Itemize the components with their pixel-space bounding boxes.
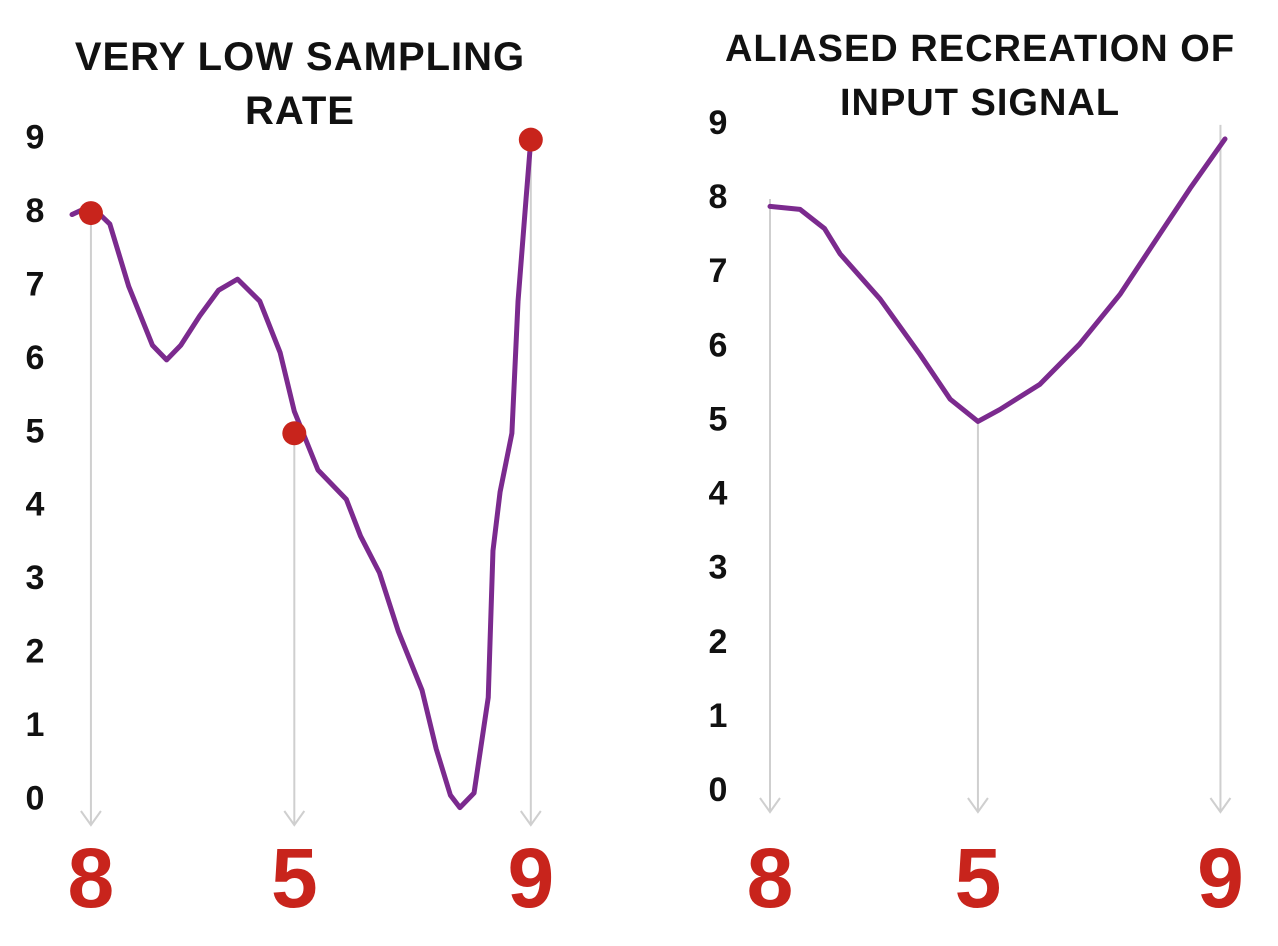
y-tick-label: 8 xyxy=(709,178,728,216)
y-tick-label: 6 xyxy=(709,326,728,364)
sample-point xyxy=(518,127,543,152)
y-tick-label: 0 xyxy=(26,779,45,817)
y-tick-label: 3 xyxy=(709,549,728,587)
sample-label: 8 xyxy=(747,831,794,925)
y-tick-label: 9 xyxy=(709,104,728,142)
y-tick-label: 7 xyxy=(26,265,45,303)
arrow-head xyxy=(519,810,542,827)
y-tick-label: 1 xyxy=(709,697,728,735)
chart-title: ALIASED RECREATION OF INPUT SIGNAL xyxy=(724,28,1236,124)
y-tick-label: 9 xyxy=(26,119,45,157)
sample-label: 9 xyxy=(1197,831,1244,925)
y-tick-label: 2 xyxy=(26,632,45,670)
sample-label: 9 xyxy=(507,831,554,925)
chart-title: VERY LOW SAMPLING RATE xyxy=(74,35,526,133)
y-tick-label: 4 xyxy=(709,475,728,513)
sample-label: 5 xyxy=(955,831,1002,925)
sample-point xyxy=(282,421,307,446)
y-tick-label: 2 xyxy=(709,623,728,661)
y-tick-label: 4 xyxy=(26,486,45,524)
y-tick-label: 1 xyxy=(26,706,45,744)
signal-line xyxy=(767,136,1228,424)
arrow-head xyxy=(967,797,989,814)
signal-line xyxy=(69,137,534,811)
y-tick-label: 6 xyxy=(26,339,45,377)
y-tick-label: 8 xyxy=(26,192,45,230)
sample-label: 8 xyxy=(68,831,115,925)
sample-point xyxy=(78,201,103,226)
y-tick-label: 0 xyxy=(709,771,728,809)
y-tick-label: 3 xyxy=(26,559,45,597)
arrow-head xyxy=(80,810,102,827)
arrow-head xyxy=(759,797,781,814)
arrow-head xyxy=(283,810,306,827)
y-tick-label: 5 xyxy=(709,400,728,438)
arrow-head xyxy=(1209,797,1232,814)
y-tick-label: 5 xyxy=(26,412,45,450)
y-tick-label: 7 xyxy=(709,252,728,290)
sample-label: 5 xyxy=(271,831,318,925)
